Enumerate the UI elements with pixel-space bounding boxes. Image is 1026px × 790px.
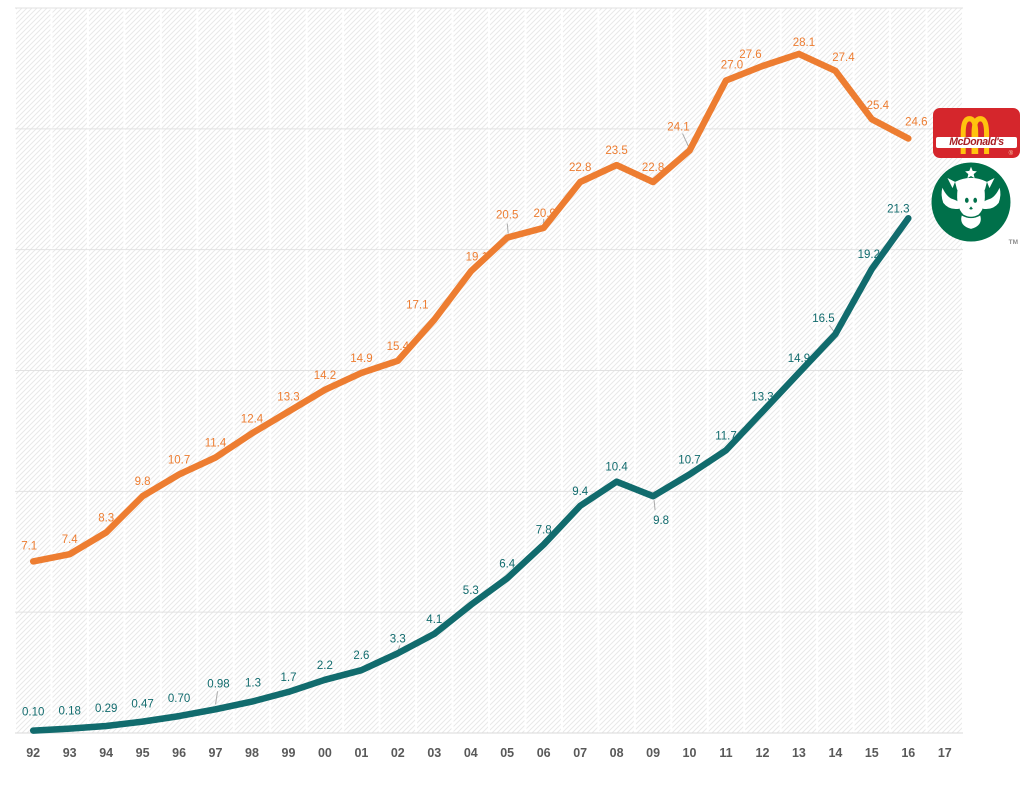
data-label: 22.8 [642,162,664,174]
x-axis-tick-label: 05 [500,746,514,760]
mcdonalds-wordmark: McDonald's [949,135,1004,149]
data-label: 28.1 [793,37,815,49]
leader-line [215,691,219,705]
x-axis-tick-label: 17 [938,746,952,760]
data-label: 7.1 [21,540,37,552]
data-label: 0.98 [207,678,229,690]
data-label: 19.2 [858,249,880,261]
x-axis-tick-label: 10 [683,746,697,760]
data-label: 12.4 [241,413,264,425]
x-axis-tick-label: 99 [282,746,296,760]
x-axis-tick-label: 16 [901,746,915,760]
data-label: 0.29 [95,703,117,715]
data-label: 15.4 [387,341,410,353]
data-label: 11.7 [715,430,737,442]
data-label: 24.6 [905,117,927,129]
data-label: 14.2 [314,370,336,382]
x-axis-tick-label: 06 [537,746,551,760]
data-label: 10.7 [168,454,190,466]
x-axis-tick-label: 94 [99,746,113,760]
data-label: 7.4 [62,534,79,546]
x-axis-tick-label: 11 [719,746,732,760]
data-label: 27.4 [832,52,855,64]
data-label: 14.9 [350,353,372,365]
data-label: 3.3 [390,633,406,645]
data-label: 11.4 [205,438,227,450]
data-label: 25.4 [867,100,890,112]
x-axis-tick-label: 00 [318,746,332,760]
data-label: 13.3 [277,392,299,404]
mcdonalds-logo: McDonald's ® [933,108,1020,158]
starbucks-siren-icon [931,162,1011,242]
starbucks-logo: TM [929,160,1018,246]
x-axis-tick-label: 15 [865,746,879,760]
starbucks-line [29,215,912,734]
data-label: 5.3 [463,585,479,597]
data-label: 23.5 [605,145,627,157]
data-label: 21.3 [887,203,909,215]
data-label: 0.18 [59,706,81,718]
data-label: 24.1 [667,122,689,134]
data-label: 9.8 [653,515,669,527]
data-label: 0.47 [131,699,153,711]
x-axis-tick-label: 01 [354,746,368,760]
data-label: 9.4 [572,486,589,498]
mcdonalds-line [29,50,912,565]
data-label: 20.9 [534,208,556,220]
x-axis-tick-label: 02 [391,746,405,760]
x-axis-tick-label: 97 [209,746,223,760]
data-label: 13.3 [751,392,773,404]
leader-line [682,133,689,147]
x-axis-tick-label: 98 [245,746,259,760]
data-label: 9.8 [135,476,151,488]
x-axis-tick-label: 08 [610,746,624,760]
data-label: 2.2 [317,660,333,672]
leader-line [506,223,509,234]
data-label: 16.5 [812,313,834,325]
mcdonalds-ribbon: McDonald's [935,135,1018,149]
registered-trademark-symbol: ® [1008,151,1013,157]
x-axis-tick-label: 93 [63,746,77,760]
data-label: 27.6 [739,49,761,61]
x-axis-tick-label: 03 [427,746,441,760]
data-label: 0.70 [168,693,190,705]
x-axis-tick-label: 07 [573,746,587,760]
data-label: 22.8 [569,162,591,174]
data-label: 27.0 [721,60,743,72]
data-label: 10.7 [678,454,700,466]
x-axis-tick-label: 04 [464,746,478,760]
data-label: 8.3 [98,512,114,524]
data-label: 14.9 [788,353,810,365]
data-label: 1.7 [281,672,297,684]
data-labels: 7.1 7.4 8.3 9.8 10.7 11.4 12.4 13.3 14.2 14.9 15.4… [21,37,927,719]
x-axis-tick-label: 13 [792,746,806,760]
data-label: 4.1 [426,614,442,626]
trademark-label: TM [1008,239,1018,246]
data-label: 17.1 [406,300,428,312]
golden-arches-icon [960,116,989,154]
data-label: 1.3 [245,678,261,690]
data-label: 7.8 [536,525,552,537]
x-axis-tick-label: 14 [828,746,842,760]
x-axis-labels: 92 93 94 95 96 97 98 99 00 01 02 03 04 05 06 07 08 09 10 11… [26,746,952,760]
data-label: 0.10 [22,707,44,719]
x-axis-tick-label: 12 [756,746,770,760]
x-axis-tick-label: 96 [172,746,186,760]
x-axis-tick-label: 95 [136,746,150,760]
data-label: 6.4 [499,558,516,570]
x-axis-tick-label: 09 [646,746,660,760]
series-lines [29,50,912,734]
data-label: 10.4 [605,462,628,474]
data-label: 20.5 [496,210,518,222]
data-label: 2.6 [353,650,369,662]
leader-line [653,500,656,511]
data-label: 19.1 [466,251,488,263]
x-axis-tick-label: 92 [26,746,40,760]
gridlines [14,7,964,734]
